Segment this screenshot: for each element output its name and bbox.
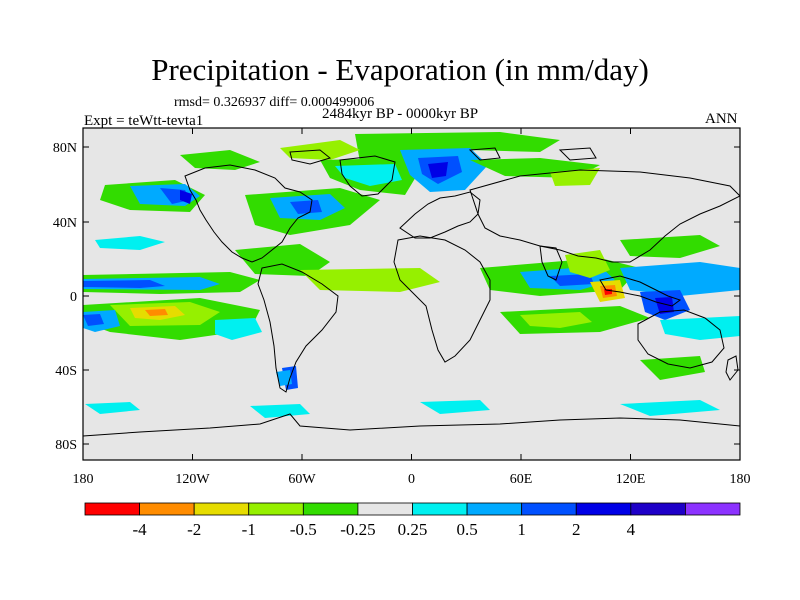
lat-label: 0 <box>70 290 77 305</box>
coast-south-america <box>257 263 339 393</box>
anomaly-field <box>83 132 740 418</box>
period-label: 2484kyr BP - 0000kyr BP <box>322 106 479 122</box>
coast-new-zealand <box>725 355 739 381</box>
colorbar-swatch <box>685 502 741 516</box>
patch-spac-cyan-2 <box>215 318 262 340</box>
coast-north-america <box>184 164 313 263</box>
patch-so-cyan-4 <box>620 400 720 416</box>
patch-caribbean-green <box>235 244 330 276</box>
patch-wpac-darkblue <box>655 297 674 314</box>
patch-aus-cyan <box>660 316 740 340</box>
colorbar-swatch <box>84 502 140 516</box>
patch-spac-blue <box>83 314 104 326</box>
patch-wpac-green <box>620 235 720 258</box>
patch-so-cyan-3 <box>420 400 490 414</box>
lon-label: 60E <box>510 472 533 487</box>
coast-antarctica <box>83 413 740 437</box>
stats-label: rmsd= 0.326937 diff= 0.000499006 <box>174 95 375 110</box>
colorbar-label: 0.5 <box>456 520 477 539</box>
lon-label: 180 <box>730 472 751 487</box>
lon-label: 120E <box>616 472 646 487</box>
patch-npac-subtrop-cyan <box>95 236 165 250</box>
coast-africa <box>393 235 491 363</box>
patch-sa-tip-cyan <box>276 370 292 386</box>
coast-europe <box>399 191 481 239</box>
colorbar-swatch <box>412 502 468 516</box>
colorbar-swatch <box>193 502 250 516</box>
colorbar-label: -0.25 <box>340 520 375 539</box>
colorbar: -4 -2 -1 -0.5 -0.25 0.25 0.5 1 2 4 <box>84 502 741 539</box>
patch-natl-blue <box>290 200 322 214</box>
experiment-label: Expt = teWtt-tevta1 <box>84 113 204 129</box>
colorbar-swatch <box>466 502 523 516</box>
coast-asia <box>469 169 740 263</box>
lat-label: 40S <box>55 364 77 379</box>
colorbar-swatch <box>357 502 413 516</box>
coastlines <box>83 147 740 437</box>
colorbar-label: 2 <box>572 520 581 539</box>
colorbar-swatch <box>575 502 632 516</box>
colorbar-label: 4 <box>627 520 636 539</box>
longitude-axis: 180 120W 60W 0 60E 120E 180 <box>73 128 751 487</box>
colorbar-label: -4 <box>132 520 147 539</box>
lon-label: 0 <box>408 472 415 487</box>
lat-label: 40N <box>53 216 77 231</box>
coast-australia <box>637 309 725 369</box>
colorbar-swatch <box>302 502 359 516</box>
lat-label: 80S <box>55 438 77 453</box>
lon-label: 60W <box>288 472 316 487</box>
colorbar-swatch <box>630 502 686 516</box>
patch-indian-blue <box>550 274 594 286</box>
lat-label: 80N <box>53 141 77 156</box>
season-label: ANN <box>705 111 738 127</box>
patch-greenland-cyan <box>335 164 402 186</box>
patch-tropatl-green <box>300 268 440 292</box>
latitude-axis: 80N 40N 0 40S 80S <box>53 141 740 453</box>
colorbar-swatch <box>139 502 195 516</box>
colorbar-label: 1 <box>517 520 526 539</box>
plot-title: Precipitation - Evaporation (in mm/day) <box>151 52 649 87</box>
coast-arctic-islands <box>289 147 597 165</box>
patch-so-cyan-1 <box>85 402 140 414</box>
colorbar-swatch <box>521 502 577 516</box>
colorbar-label: 0.25 <box>398 520 428 539</box>
patch-labrador-green <box>180 150 260 170</box>
patch-spcz-orange <box>145 309 168 316</box>
coast-greenland <box>339 155 396 197</box>
coast-maritime-continent <box>599 275 682 307</box>
lon-label: 180 <box>73 472 94 487</box>
coast-india <box>539 245 563 281</box>
colorbar-label: -2 <box>187 520 201 539</box>
patch-mc-lightgreen <box>565 250 610 278</box>
patch-nw-usa-darkblue <box>180 190 192 204</box>
colorbar-swatch <box>248 502 304 516</box>
lon-label: 120W <box>175 472 210 487</box>
patch-norwegian-darkblue <box>428 162 448 178</box>
patch-itcz-blue <box>83 280 165 288</box>
colorbar-label: -0.5 <box>290 520 317 539</box>
patch-sio-lightgreen <box>520 312 592 328</box>
patch-so-cyan-2 <box>250 404 310 418</box>
patch-so-green-1 <box>640 356 705 380</box>
colorbar-label: -1 <box>242 520 256 539</box>
patch-siberia-lightgreen <box>550 168 600 186</box>
